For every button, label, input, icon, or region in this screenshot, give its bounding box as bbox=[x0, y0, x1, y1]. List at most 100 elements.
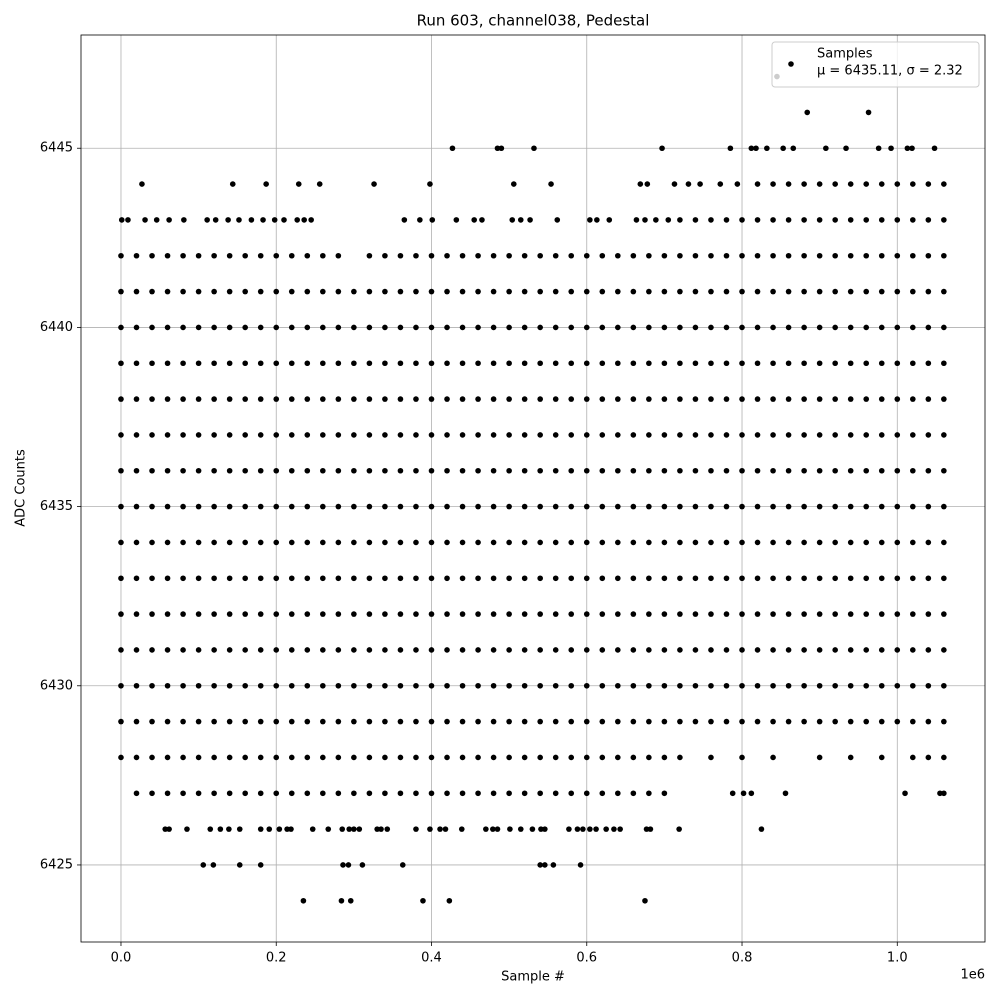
point bbox=[816, 432, 823, 438]
point bbox=[863, 217, 870, 223]
point bbox=[338, 897, 345, 904]
point bbox=[677, 324, 683, 331]
point bbox=[517, 217, 524, 223]
point bbox=[288, 718, 295, 725]
point bbox=[288, 790, 295, 797]
point bbox=[273, 718, 280, 725]
point bbox=[475, 575, 481, 582]
point bbox=[537, 288, 543, 295]
point bbox=[242, 288, 248, 295]
point bbox=[118, 718, 124, 725]
point bbox=[748, 145, 755, 152]
point bbox=[382, 754, 388, 761]
point bbox=[371, 181, 377, 187]
point bbox=[242, 575, 248, 582]
point bbox=[320, 503, 326, 510]
point bbox=[304, 432, 311, 438]
point bbox=[661, 432, 668, 438]
point bbox=[537, 539, 543, 546]
point bbox=[242, 396, 248, 402]
point bbox=[692, 503, 699, 510]
point bbox=[490, 575, 497, 582]
point bbox=[133, 252, 140, 259]
point bbox=[878, 288, 885, 295]
point bbox=[521, 288, 528, 295]
point bbox=[164, 360, 171, 367]
point bbox=[226, 288, 233, 295]
point bbox=[692, 647, 699, 653]
point bbox=[316, 181, 323, 187]
point bbox=[506, 288, 512, 295]
point bbox=[366, 611, 373, 617]
point bbox=[184, 826, 190, 832]
y-tick-label: 6430 bbox=[40, 678, 73, 693]
point bbox=[878, 217, 885, 223]
point bbox=[164, 611, 171, 617]
point bbox=[490, 754, 497, 761]
point bbox=[459, 682, 466, 689]
point bbox=[281, 217, 287, 223]
point bbox=[459, 647, 466, 653]
point bbox=[894, 252, 901, 259]
point bbox=[428, 647, 435, 653]
point bbox=[847, 252, 854, 259]
point bbox=[195, 539, 202, 546]
point bbox=[646, 647, 652, 653]
point bbox=[708, 432, 714, 438]
point bbox=[580, 826, 586, 832]
point bbox=[475, 432, 481, 438]
point bbox=[804, 109, 811, 116]
point bbox=[847, 539, 854, 546]
point bbox=[542, 826, 548, 832]
point bbox=[273, 790, 280, 797]
point bbox=[284, 826, 290, 832]
point bbox=[257, 432, 264, 438]
point bbox=[723, 432, 730, 438]
point bbox=[257, 682, 264, 689]
point bbox=[118, 539, 124, 546]
point bbox=[521, 718, 528, 725]
point bbox=[211, 647, 217, 653]
point bbox=[863, 360, 870, 367]
point bbox=[630, 682, 637, 689]
point bbox=[925, 217, 932, 223]
point bbox=[366, 432, 373, 438]
point bbox=[446, 897, 453, 904]
point bbox=[785, 252, 792, 259]
point bbox=[118, 611, 124, 617]
point bbox=[226, 826, 232, 832]
point bbox=[521, 682, 528, 689]
point bbox=[149, 539, 155, 546]
point bbox=[537, 467, 543, 474]
point bbox=[708, 503, 714, 510]
point bbox=[941, 324, 947, 331]
point bbox=[428, 467, 435, 474]
point bbox=[428, 790, 435, 797]
point bbox=[506, 754, 512, 761]
point bbox=[490, 718, 497, 725]
point bbox=[801, 503, 807, 510]
point bbox=[878, 611, 885, 617]
point bbox=[925, 324, 932, 331]
x-offset-label: 1e6 bbox=[960, 968, 985, 983]
point bbox=[181, 217, 187, 223]
point bbox=[288, 324, 295, 331]
point bbox=[676, 826, 682, 832]
point bbox=[615, 503, 621, 510]
point bbox=[242, 718, 248, 725]
point bbox=[444, 611, 450, 617]
point bbox=[346, 826, 353, 832]
point bbox=[366, 647, 373, 653]
point bbox=[599, 432, 606, 438]
point bbox=[521, 647, 528, 653]
point bbox=[552, 575, 559, 582]
point bbox=[910, 217, 916, 223]
point bbox=[248, 217, 255, 223]
point bbox=[397, 539, 404, 546]
point bbox=[677, 467, 683, 474]
point bbox=[583, 682, 590, 689]
point bbox=[770, 611, 776, 617]
point bbox=[910, 682, 916, 689]
point bbox=[925, 396, 932, 402]
point bbox=[304, 467, 311, 474]
